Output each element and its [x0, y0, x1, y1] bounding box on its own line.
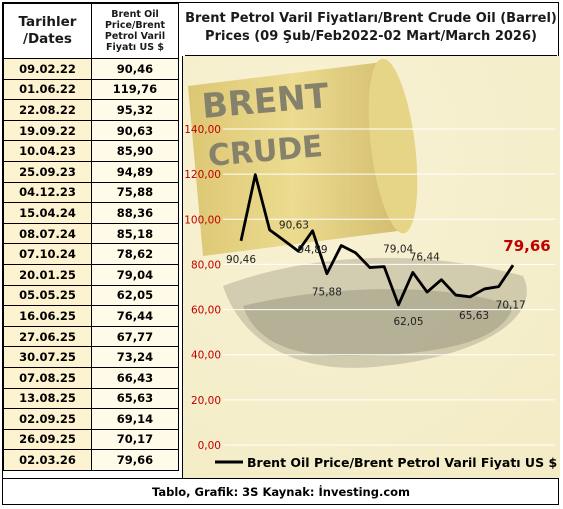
value-column-header: Brent Oil Price/Brent Petrol Varil Fiyat… [91, 3, 179, 59]
source-footer: Tablo, Grafik: 3S Kaynak: İnvesting.com [3, 478, 559, 506]
value-cell: 90,46 [91, 58, 179, 80]
value-cell: 78,62 [91, 243, 179, 265]
date-cell: 02.09.25 [3, 408, 92, 430]
date-cell: 19.09.22 [3, 119, 92, 142]
data-label: 94,89 [298, 244, 328, 256]
value-cell: 69,14 [91, 408, 179, 430]
value-cell: 94,89 [91, 160, 179, 183]
date-column-header: Tarihler /Dates [3, 3, 92, 59]
y-axis-ticks: 0,00 20,00 40,00 60,00 80,00 100,00 120,00 140,… [184, 124, 221, 452]
date-cell: 16.06.25 [3, 305, 92, 327]
table-row: 26.09.25 70,17 [3, 428, 179, 451]
y-tick-label: 40,00 [191, 350, 221, 362]
date-cell: 30.07.25 [3, 346, 92, 368]
value-cell: 85,18 [91, 222, 179, 245]
y-tick-label: 140,00 [184, 124, 221, 136]
data-label: 76,44 [410, 251, 440, 263]
legend-label: Brent Oil Price/Brent Petrol Varil Fiyat… [247, 455, 557, 470]
table-row: 02.03.26 79,66 [3, 449, 179, 471]
date-cell: 13.08.25 [3, 387, 92, 410]
value-cell: 73,24 [91, 346, 179, 368]
date-cell: 05.05.25 [3, 284, 92, 307]
value-cell: 67,77 [91, 325, 179, 348]
table-row: 07.10.24 78,62 [3, 243, 179, 265]
latest-value-label: 79,66 [503, 237, 550, 255]
date-cell: 20.01.25 [3, 263, 92, 286]
value-cell: 79,04 [91, 263, 179, 286]
data-label: 90,46 [226, 254, 256, 266]
value-cell: 119,76 [91, 78, 179, 101]
value-cell: 66,43 [91, 366, 179, 389]
y-tick-label: 20,00 [191, 395, 221, 407]
table-row: 07.08.25 66,43 [3, 366, 179, 389]
table-row: 05.05.25 62,05 [3, 284, 179, 307]
date-cell: 09.02.22 [3, 58, 92, 80]
table-row: 09.02.22 90,46 [3, 58, 179, 80]
data-label: 62,05 [393, 316, 423, 328]
y-tick-label: 0,00 [198, 440, 221, 452]
date-cell: 07.10.24 [3, 243, 92, 265]
barrel-illustration: BRENT CRUDE [188, 58, 527, 368]
table-row: 08.07.24 85,18 [3, 222, 179, 245]
legend: Brent Oil Price/Brent Petrol Varil Fiyat… [215, 455, 557, 470]
table-row: 10.04.23 85,90 [3, 140, 179, 162]
y-tick-label: 120,00 [184, 169, 221, 181]
chart-area: BRENT CRUDE 0,00 20,00 40,00 60,00 80,00 100,… [182, 56, 560, 478]
date-cell: 01.06.22 [3, 78, 92, 101]
date-cell: 25.09.23 [3, 160, 92, 183]
chart-title-line2: Prices (09 Şub/Feb2022-02 Mart/March 202… [205, 29, 537, 44]
data-label: 79,04 [383, 244, 413, 256]
table-row: 04.12.23 75,88 [3, 181, 179, 204]
line-chart: BRENT CRUDE 0,00 20,00 40,00 60,00 80,00 100,… [183, 56, 560, 478]
table-row: 22.08.22 95,32 [3, 99, 179, 121]
value-cell: 76,44 [91, 305, 179, 327]
date-cell: 04.12.23 [3, 181, 92, 204]
date-header-text: Tarihler /Dates [18, 14, 77, 47]
value-cell: 75,88 [91, 181, 179, 204]
value-header-text: Brent Oil Price/Brent Petrol Varil Fiyat… [104, 9, 166, 53]
y-tick-label: 80,00 [191, 259, 221, 271]
value-cell: 85,90 [91, 140, 179, 162]
value-cell: 95,32 [91, 99, 179, 121]
price-table: Tarihler /Dates Brent Oil Price/Brent Pe… [3, 3, 179, 471]
price-series-line [239, 173, 515, 307]
value-cell: 88,36 [91, 202, 179, 224]
grid-lines [223, 128, 555, 446]
date-cell: 22.08.22 [3, 99, 92, 121]
data-label: 75,88 [312, 287, 342, 299]
value-cell: 79,66 [91, 449, 179, 471]
data-label: 65,63 [459, 310, 489, 322]
y-tick-label: 100,00 [184, 214, 221, 226]
data-label: 70,17 [496, 300, 526, 312]
date-cell: 07.08.25 [3, 366, 92, 389]
table-row: 15.04.24 88,36 [3, 202, 179, 224]
chart-title: Brent Petrol Varil Fiyatları/Brent Crude… [185, 6, 557, 56]
value-cell: 70,17 [91, 428, 179, 451]
y-tick-label: 60,00 [191, 305, 221, 317]
date-cell: 10.04.23 [3, 140, 92, 162]
date-cell: 08.07.24 [3, 222, 92, 245]
table-body: 09.02.22 90,46 01.06.22 119,76 22.08.22 95,32… [3, 58, 179, 471]
chart-title-line1: Brent Petrol Varil Fiyatları/Brent Crude… [185, 11, 557, 26]
table-row: 16.06.25 76,44 [3, 305, 179, 327]
table-row: 19.09.22 90,63 [3, 119, 179, 142]
series-line [239, 173, 515, 307]
value-cell: 65,63 [91, 387, 179, 410]
table-row: 30.07.25 73,24 [3, 346, 179, 368]
date-cell: 15.04.24 [3, 202, 92, 224]
date-cell: 02.03.26 [3, 449, 92, 471]
table-row: 27.06.25 67,77 [3, 325, 179, 348]
data-labels: 90,46 90,63 94,89 75,88 79,04 62,05 76,44 65,63… [226, 219, 551, 328]
data-label: 90,63 [279, 219, 309, 231]
date-cell: 27.06.25 [3, 325, 92, 348]
table-row: 02.09.25 69,14 [3, 408, 179, 430]
value-cell: 90,63 [91, 119, 179, 142]
date-cell: 26.09.25 [3, 428, 92, 451]
table-row: 01.06.22 119,76 [3, 78, 179, 101]
table-row: 20.01.25 79,04 [3, 263, 179, 286]
table-row: 25.09.23 94,89 [3, 160, 179, 183]
value-cell: 62,05 [91, 284, 179, 307]
table-row: 13.08.25 65,63 [3, 387, 179, 410]
